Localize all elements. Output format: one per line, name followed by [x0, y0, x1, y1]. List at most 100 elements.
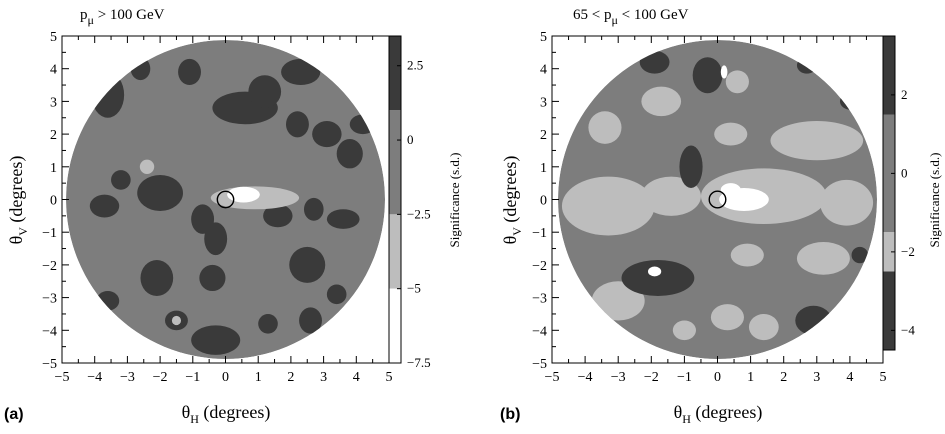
y-tick-label-a-10: 5: [50, 30, 57, 45]
map-region-b-0: [561, 176, 655, 236]
x-tick-label-a-9: 4: [353, 370, 360, 385]
map-region-a-4: [248, 75, 282, 108]
y-tick-label-b-10: 5: [540, 30, 547, 45]
colorbar-level-a-3: [389, 288, 401, 363]
map-region-b-6: [591, 281, 645, 321]
panel-b-title: 65 < pμ < 100 GeV: [573, 7, 689, 27]
colorbar-tick-label-b-3: −4: [901, 322, 915, 337]
map-region-b-14: [672, 320, 696, 341]
significance-map-b: [558, 40, 877, 359]
sun-position-marker-a: [216, 190, 235, 209]
map-region-b-17: [679, 145, 703, 189]
colorbar-tick-label-a-4: −7.5: [407, 355, 431, 370]
map-region-a-18: [140, 259, 174, 296]
map-region-a-19: [199, 264, 226, 292]
x-tick-label-a-5: 0: [222, 370, 229, 385]
x-tick-label-a-8: 3: [320, 370, 327, 385]
map-region-a-9: [349, 114, 376, 135]
map-region-b-3: [725, 70, 749, 94]
map-region-a-11: [111, 170, 131, 190]
map-region-b-12: [710, 304, 744, 331]
x-tick-label-a-0: −5: [55, 370, 70, 385]
colorbar-level-a-0: [389, 36, 401, 111]
map-region-a-25: [299, 307, 322, 334]
map-region-a-7: [312, 121, 342, 148]
x-tick-label-b-9: 4: [846, 370, 853, 385]
map-region-a-5: [285, 111, 309, 138]
colorbar-tick-label-a-1: 0: [407, 132, 414, 147]
axis-ticks-a: −5 −4 −3 −2 −1 0 1 2 3 4 5 −5 −4 −3 −2 −1 0 1 2 3 4 5: [42, 30, 392, 385]
x-tick-label-b-5: 0: [714, 370, 721, 385]
map-region-b-18: [796, 57, 817, 74]
map-region-b-2: [641, 86, 682, 117]
colorbar-level-a-1: [389, 110, 401, 215]
colorbar-label-a: Significance (s.d.): [447, 153, 462, 248]
x-tick-label-a-10: 5: [386, 370, 393, 385]
x-tick-label-b-8: 3: [813, 370, 820, 385]
x-tick-label-b-7: 2: [780, 370, 787, 385]
map-region-b-21: [795, 305, 832, 336]
map-region-a-24: [258, 313, 278, 334]
map-region-b-1: [588, 111, 622, 144]
map-region-b-22: [851, 246, 869, 264]
colorbar-label-b: Significance (s.d.): [927, 153, 942, 248]
x-axis-title-a: θH (degrees): [182, 402, 271, 426]
map-region-a-14: [204, 222, 228, 256]
x-tick-label-b-1: −4: [578, 370, 593, 385]
y-axis-title-b: θV (degrees): [500, 156, 524, 245]
y-tick-label-b-1: −4: [532, 324, 547, 339]
map-region-a-8: [336, 139, 363, 169]
x-axis-title-b: θH (degrees): [674, 402, 763, 426]
x-tick-label-b-10: 5: [880, 370, 887, 385]
panel-a-title: pμ > 100 GeV: [80, 7, 165, 27]
map-region-a-15: [263, 204, 293, 228]
y-tick-label-a-5: 0: [50, 194, 57, 209]
colorbar-level-b-0: [883, 36, 895, 115]
map-region-a-23: [191, 325, 241, 355]
colorbar-tick-label-a-0: 2.5: [407, 58, 423, 73]
x-tick-label-b-3: −2: [644, 370, 659, 385]
colorbar-a: 2.5 0 −2.5 −5 −7.5: [388, 35, 431, 370]
panel-tag-b: (b): [500, 406, 520, 423]
x-tick-label-a-4: −1: [185, 370, 200, 385]
map-region-a-26: [326, 284, 347, 305]
y-tick-label-b-8: 3: [540, 95, 547, 110]
y-axis-title-a: θV (degrees): [6, 156, 30, 245]
y-tick-label-a-9: 4: [50, 63, 57, 78]
map-region-b-25: [647, 266, 662, 277]
map-region-a-1: [130, 57, 151, 81]
map-region-a-30: [227, 186, 260, 203]
map-region-b-26: [720, 65, 728, 79]
y-tick-label-a-8: 3: [50, 95, 57, 110]
panel-b-low-energy-map: 65 < pμ < 100 GeV −5 −4 −3 −2 −1 0 1 2 3 4 5 −5 −4 −3…: [500, 7, 942, 426]
y-tick-label-a-7: 2: [50, 128, 57, 143]
y-tick-label-a-0: −5: [42, 357, 57, 372]
map-region-b-13: [748, 313, 779, 341]
colorbar-frame-b: [882, 35, 896, 351]
map-region-a-21: [96, 291, 120, 311]
map-region-a-10: [89, 194, 120, 218]
map-region-b-4: [714, 122, 748, 146]
map-region-a-17: [326, 209, 360, 229]
panel-tag-a: (a): [4, 406, 24, 423]
y-tick-label-a-3: −2: [42, 259, 57, 274]
map-region-b-9: [820, 179, 874, 226]
y-tick-label-b-2: −3: [532, 292, 547, 307]
significance-map-a: [66, 40, 385, 359]
colorbar-level-b-3: [883, 271, 895, 350]
map-region-b-10: [796, 242, 850, 275]
y-tick-label-a-1: −4: [42, 324, 57, 339]
map-region-b-16: [692, 57, 723, 94]
sun-position-marker-b: [708, 190, 727, 209]
y-tick-label-a-2: −3: [42, 292, 57, 307]
y-tick-label-b-3: −2: [532, 259, 547, 274]
y-tick-label-b-5: 0: [540, 194, 547, 209]
x-tick-label-b-6: 1: [747, 370, 754, 385]
map-region-b-11: [730, 243, 764, 267]
x-tick-label-b-4: −1: [677, 370, 692, 385]
y-tick-label-b-4: −1: [532, 226, 547, 241]
axis-ticks-b: −5 −4 −3 −2 −1 0 1 2 3 4 5 −5 −4 −3 −2 −1 0 1 2 3 4 5: [532, 30, 886, 385]
map-region-b-5: [770, 121, 864, 161]
colorbar-frame-a: [388, 35, 402, 364]
map-region-a-6: [281, 58, 321, 86]
